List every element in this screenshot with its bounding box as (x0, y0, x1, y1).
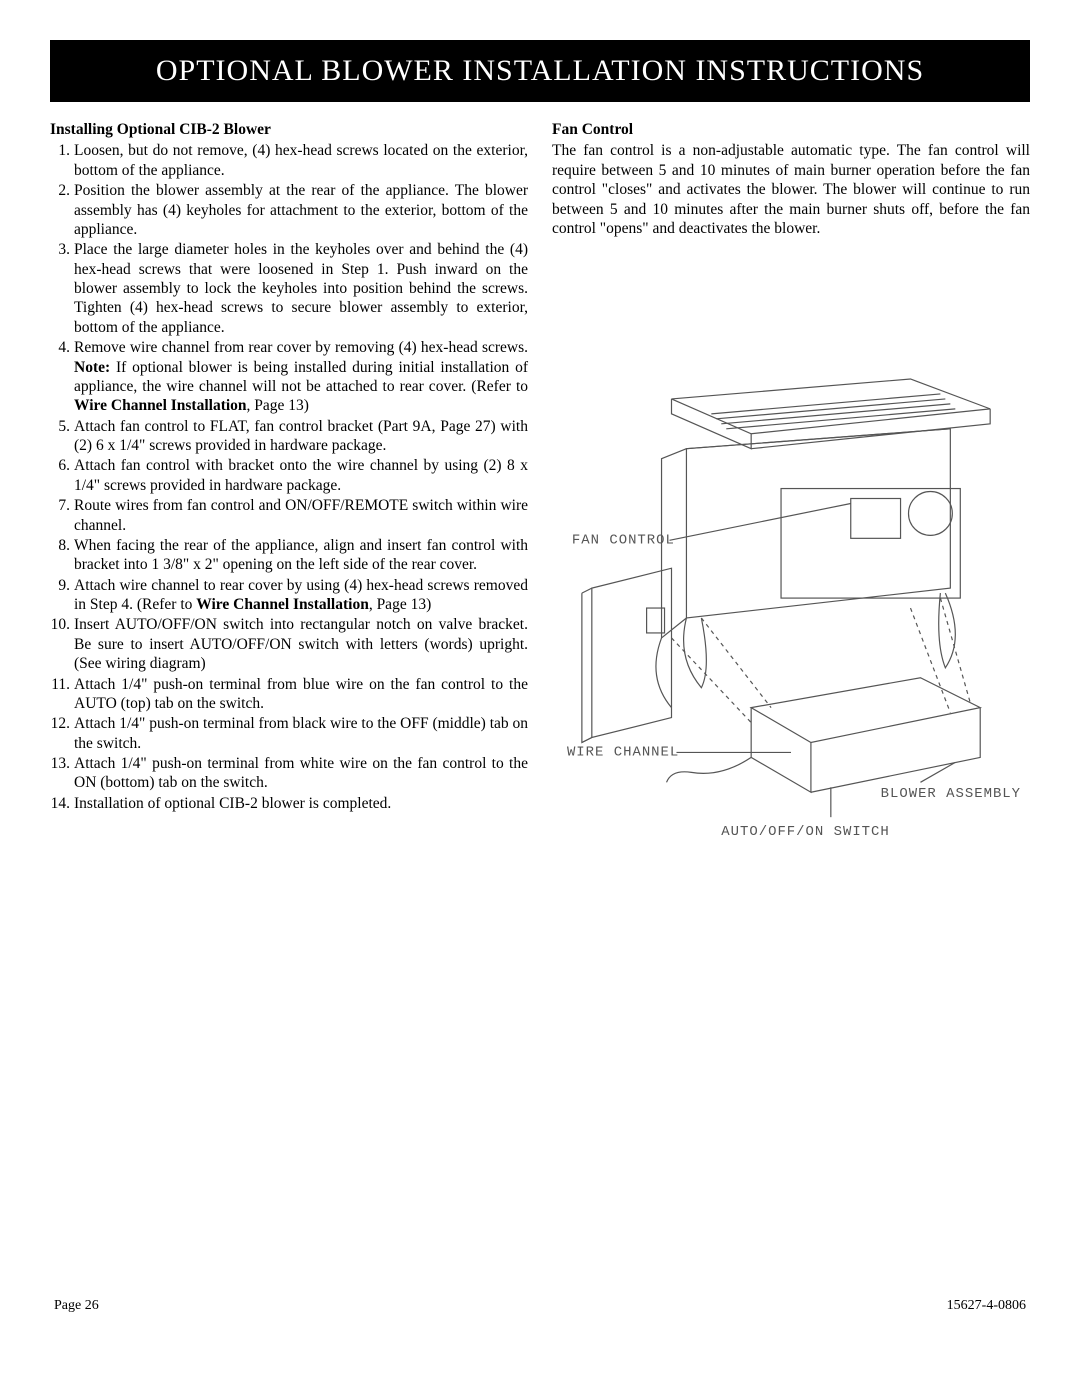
step-item: Attach 1/4" push-on terminal from black … (50, 714, 528, 753)
label-wire-channel: WIRE CHANNEL (567, 745, 679, 761)
step-item: When facing the rear of the appliance, a… (50, 536, 528, 575)
fan-control-body: The fan control is a non-adjustable auto… (552, 141, 1030, 238)
step-item: Place the large diameter holes in the ke… (50, 240, 528, 337)
step-item: Installation of optional CIB-2 blower is… (50, 794, 528, 813)
step-item: Remove wire channel from rear cover by r… (50, 338, 528, 416)
diagram-svg: FAN CONTROL WIRE CHANNEL BLOWER ASSEMBLY… (552, 358, 1030, 878)
step-item: Route wires from fan control and ON/OFF/… (50, 496, 528, 535)
step-item: Attach fan control to FLAT, fan control … (50, 417, 528, 456)
page-footer: Page 26 15627-4-0806 (50, 1298, 1030, 1314)
content-columns: Installing Optional CIB-2 Blower Loosen,… (50, 102, 1030, 878)
page-border: OPTIONAL BLOWER INSTALLATION INSTRUCTION… (50, 40, 1030, 102)
label-auto-off-on-switch: AUTO/OFF/ON SWITCH (721, 824, 889, 840)
footer-page-number: Page 26 (54, 1298, 99, 1314)
step-item: Insert AUTO/OFF/ON switch into rectangul… (50, 615, 528, 673)
step-item: Attach 1/4" push-on terminal from white … (50, 754, 528, 793)
step-item: Loosen, but do not remove, (4) hex-head … (50, 141, 528, 180)
step-item: Position the blower assembly at the rear… (50, 181, 528, 239)
left-heading: Installing Optional CIB-2 Blower (50, 120, 528, 139)
left-column: Installing Optional CIB-2 Blower Loosen,… (50, 120, 528, 878)
step-item: Attach 1/4" push-on terminal from blue w… (50, 675, 528, 714)
right-heading: Fan Control (552, 120, 1030, 139)
title-banner: OPTIONAL BLOWER INSTALLATION INSTRUCTION… (52, 42, 1028, 100)
appliance-diagram: FAN CONTROL WIRE CHANNEL BLOWER ASSEMBLY… (552, 358, 1030, 878)
footer-doc-number: 15627-4-0806 (947, 1298, 1026, 1314)
right-column: Fan Control The fan control is a non-adj… (552, 120, 1030, 878)
step-item: Attach fan control with bracket onto the… (50, 456, 528, 495)
label-blower-assembly: BLOWER ASSEMBLY (881, 787, 1021, 803)
step-item: Attach wire channel to rear cover by usi… (50, 576, 528, 615)
label-fan-control: FAN CONTROL (572, 533, 675, 549)
installation-steps: Loosen, but do not remove, (4) hex-head … (50, 141, 528, 813)
